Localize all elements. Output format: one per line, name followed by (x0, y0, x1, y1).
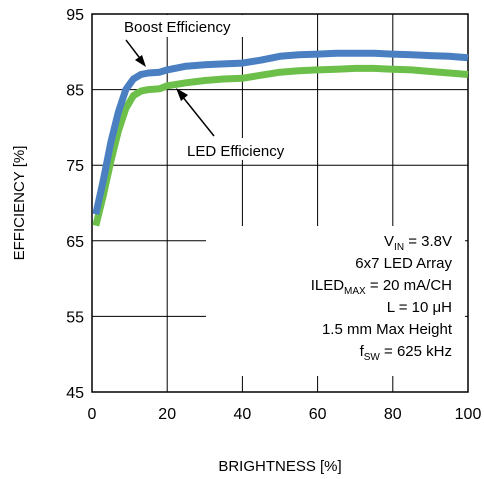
x-tick-label-0: 0 (88, 406, 97, 423)
x-tick-label-1: 20 (158, 406, 176, 423)
led-arrow-line (181, 95, 215, 137)
y-tick-label-1: 55 (66, 309, 84, 326)
led-label-bg (184, 138, 316, 160)
conditions-box (206, 226, 465, 376)
boost-efficiency-label: Boost Efficiency (124, 19, 231, 36)
cond-height: 1.5 mm Max Height (322, 321, 453, 338)
led-efficiency-label: LED Efficiency (187, 143, 285, 160)
cond-vin: VIN = 3.8V (384, 233, 452, 253)
y-tick-label-5: 95 (66, 7, 84, 24)
y-tick-label-2: 65 (66, 234, 84, 251)
y-tick-labels: 45 55 65 75 85 95 (66, 7, 84, 402)
y-axis-title: EFFICIENCY [%] (11, 146, 28, 261)
series-line-boost-efficiency (92, 49, 469, 216)
x-tick-label-4: 80 (384, 406, 402, 423)
plot-frame (91, 13, 469, 393)
y-tick-label-0: 45 (66, 385, 84, 402)
boost-label-bg (120, 15, 266, 37)
boost-arrowhead (135, 55, 146, 67)
cond-inductor: L = 10 μH (387, 299, 452, 316)
y-tick-label-3: 75 (66, 158, 84, 175)
y-tick-label-4: 85 (66, 83, 84, 100)
x-axis-title: BRIGHTNESS [%] (218, 458, 341, 475)
x-tick-label-2: 40 (234, 406, 252, 423)
series-group (92, 49, 469, 227)
cond-iled: ILEDMAX = 20 mA/CH (311, 277, 452, 297)
x-tick-label-3: 60 (309, 406, 327, 423)
series-line-led-efficiency (92, 64, 469, 227)
x-tick-label-5: 100 (455, 406, 482, 423)
cond-array: 6x7 LED Array (355, 255, 452, 272)
led-arrowhead (176, 88, 188, 101)
cond-fsw: fSW = 625 kHz (360, 343, 452, 363)
x-tick-labels: 0 20 40 60 80 100 (88, 406, 482, 423)
